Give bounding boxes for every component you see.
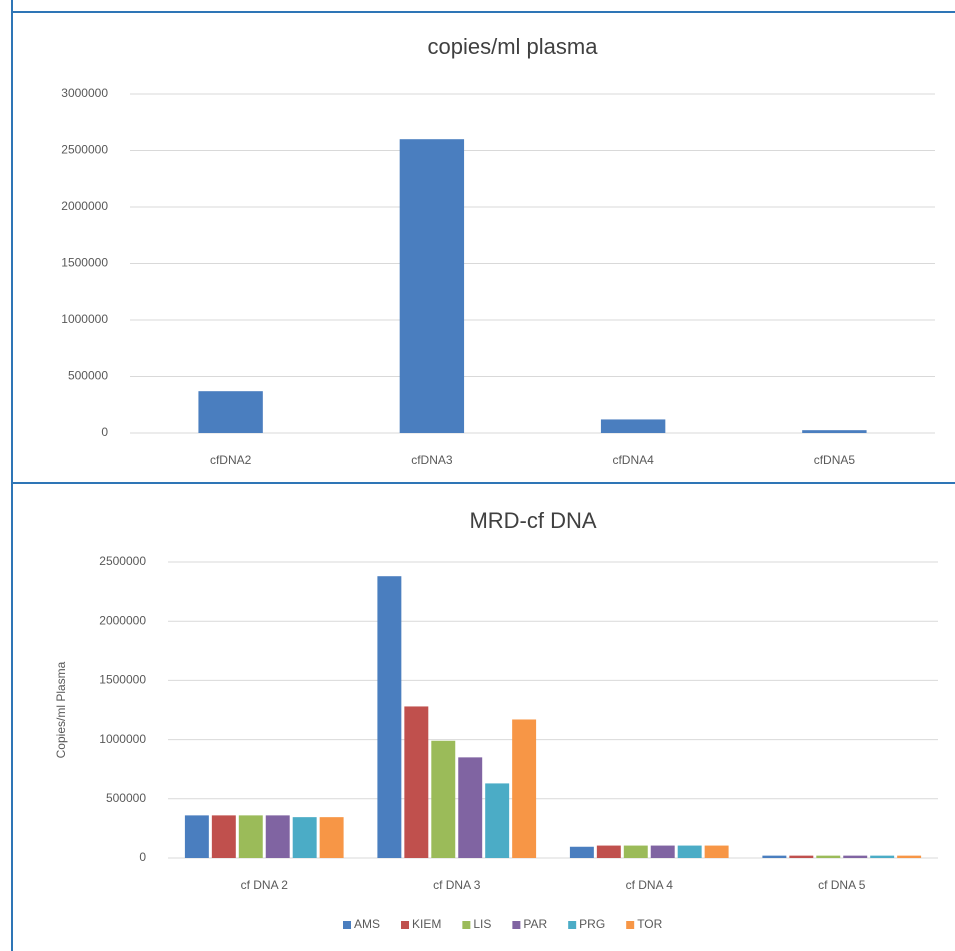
legend-label: LIS xyxy=(473,917,491,931)
legend-swatch xyxy=(626,921,635,929)
bar xyxy=(512,719,537,858)
bar xyxy=(623,845,648,858)
y-tick-label: 1000000 xyxy=(61,312,108,326)
bar xyxy=(238,815,263,858)
bar xyxy=(762,855,787,858)
y-tick-label: 2000000 xyxy=(99,613,146,627)
bar xyxy=(399,139,465,433)
bar xyxy=(704,845,729,858)
legend-label: AMS xyxy=(354,917,380,931)
chart-title: copies/ml plasma xyxy=(428,34,599,59)
legend-label: TOR xyxy=(637,917,662,931)
bar xyxy=(789,855,814,858)
bar xyxy=(600,419,666,433)
legend-swatch xyxy=(512,921,521,929)
bar xyxy=(211,815,236,858)
y-tick-label: 0 xyxy=(139,850,146,864)
bar xyxy=(485,783,510,858)
bar xyxy=(596,845,621,858)
bar xyxy=(292,817,317,858)
legend-label: PRG xyxy=(579,917,605,931)
legend-label: PAR xyxy=(523,917,547,931)
bar xyxy=(650,845,675,858)
x-tick-label: cf DNA 5 xyxy=(818,878,866,892)
bar xyxy=(843,855,868,858)
x-tick-label: cfDNA4 xyxy=(612,453,654,467)
y-tick-label: 2500000 xyxy=(61,143,108,157)
x-tick-label: cfDNA5 xyxy=(814,453,856,467)
y-tick-label: 1500000 xyxy=(61,256,108,270)
x-tick-label: cf DNA 4 xyxy=(626,878,674,892)
legend-swatch xyxy=(401,921,410,929)
x-tick-label: cf DNA 3 xyxy=(433,878,481,892)
x-tick-label: cfDNA2 xyxy=(210,453,252,467)
bar xyxy=(404,706,429,858)
bar xyxy=(870,855,895,858)
y-axis-label: Copies/ml Plasma xyxy=(54,661,68,758)
bar xyxy=(184,815,209,858)
chart-title: MRD-cf DNA xyxy=(469,508,596,533)
bar xyxy=(802,430,867,433)
bar xyxy=(377,576,402,858)
bar xyxy=(198,391,263,433)
legend-label: KIEM xyxy=(412,917,441,931)
bar xyxy=(677,845,702,858)
bar xyxy=(897,855,922,858)
x-tick-label: cf DNA 2 xyxy=(241,878,289,892)
y-tick-label: 0 xyxy=(101,425,108,439)
y-tick-label: 2500000 xyxy=(99,554,146,568)
legend-swatch xyxy=(568,921,577,929)
bar xyxy=(816,855,841,858)
bar xyxy=(431,740,456,858)
y-tick-label: 1500000 xyxy=(99,673,146,687)
y-tick-label: 500000 xyxy=(106,791,146,805)
y-tick-label: 1000000 xyxy=(99,732,146,746)
y-tick-label: 500000 xyxy=(68,369,108,383)
bar xyxy=(458,757,483,858)
bar xyxy=(265,815,290,858)
y-tick-label: 3000000 xyxy=(61,86,108,100)
bar xyxy=(569,846,594,858)
y-tick-label: 2000000 xyxy=(61,199,108,213)
x-tick-label: cfDNA3 xyxy=(411,453,453,467)
legend-swatch xyxy=(462,921,471,929)
legend-swatch xyxy=(343,921,351,929)
bar xyxy=(319,817,344,858)
